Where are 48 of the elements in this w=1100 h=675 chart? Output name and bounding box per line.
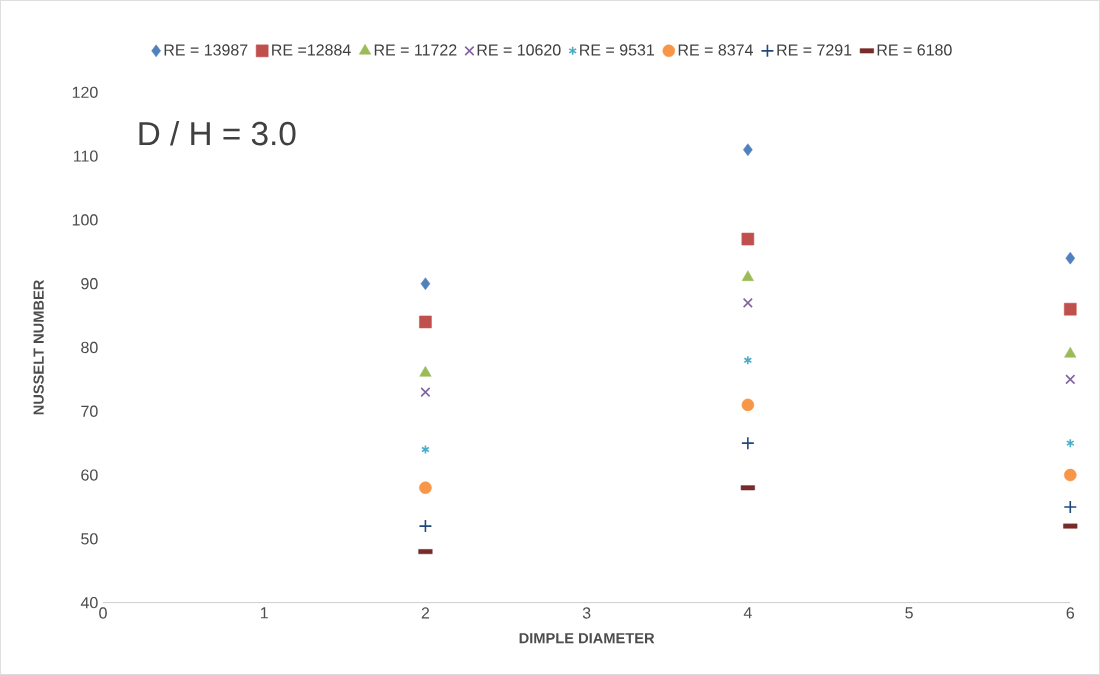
x-tick-label: 2 — [421, 607, 430, 619]
y-tick-label: 120 — [72, 86, 98, 98]
point — [420, 277, 431, 290]
point — [421, 444, 430, 455]
point — [420, 387, 431, 398]
x-tick-label: 5 — [905, 607, 913, 619]
point — [1066, 438, 1075, 448]
annotation: D / H = 3.0 — [139, 120, 296, 146]
legend-label: RE = 9531 — [580, 44, 654, 56]
point — [1063, 500, 1078, 514]
y-tick-label: 110 — [74, 150, 98, 162]
y-tick-label: 80 — [81, 341, 98, 354]
point — [1065, 251, 1076, 265]
point — [1064, 302, 1077, 316]
point — [741, 436, 755, 450]
point — [1065, 374, 1076, 385]
x-axis-title: DIMPLE DIAMETER — [519, 633, 655, 644]
point — [741, 270, 754, 281]
point — [742, 297, 753, 308]
y-tick-label: 100 — [72, 214, 98, 226]
x-tick-label: 0 — [99, 607, 107, 619]
legend-label: RE =12884 — [272, 44, 351, 56]
point — [419, 366, 432, 377]
point — [743, 143, 753, 157]
y-tick-label: 50 — [81, 533, 98, 545]
point — [1064, 468, 1077, 482]
legend-label: RE = 7291 — [777, 44, 852, 56]
point — [418, 519, 433, 533]
point — [743, 355, 753, 366]
y-tick-label: 40 — [80, 596, 98, 609]
legend-label: RE = 8374 — [678, 44, 753, 56]
y-tick-label: 90 — [81, 278, 98, 290]
y-axis-title: NUSSELT NUMBER — [33, 279, 44, 415]
y-tick-label: 60 — [81, 469, 98, 481]
x-tick-label: 6 — [1066, 607, 1075, 619]
legend-label: RE = 10620 — [477, 44, 561, 56]
legend-label: RE = 6180 — [877, 44, 952, 56]
x-tick-label: 3 — [582, 607, 591, 619]
y-tick-label: 70 — [81, 405, 98, 417]
point — [741, 398, 755, 412]
point — [741, 232, 755, 246]
x-tick-label: 4 — [743, 607, 752, 619]
point — [1064, 346, 1077, 358]
x-tick-label: 1 — [260, 607, 268, 619]
point — [419, 315, 432, 329]
legend-label: RE = 13987 — [164, 44, 248, 56]
legend-label: RE = 11722 — [374, 44, 457, 56]
point — [419, 481, 432, 495]
